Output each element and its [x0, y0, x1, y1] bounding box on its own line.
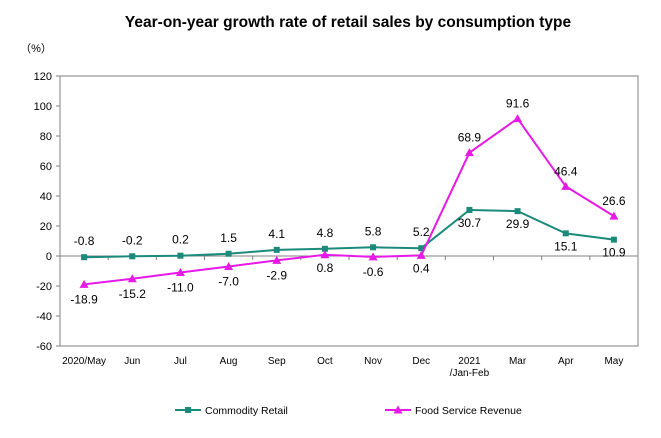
y-tick-label: 0: [46, 251, 52, 263]
data-point: [320, 250, 330, 259]
y-tick-label: 80: [40, 131, 52, 143]
x-tick-label: 2020/May: [62, 356, 106, 367]
x-tick-label-line: Mar: [509, 356, 527, 367]
data-point: [464, 148, 474, 157]
data-point: [272, 255, 282, 264]
data-label: 30.7: [458, 216, 482, 230]
y-tick-label: -60: [36, 341, 52, 353]
x-tick-label: May: [604, 356, 623, 367]
x-tick-label-line: Aug: [220, 356, 238, 367]
legend-marker: [393, 405, 403, 414]
data-point: [225, 250, 232, 257]
data-label: -18.9: [70, 292, 98, 306]
data-point: [127, 274, 137, 283]
x-tick-label: Sep: [268, 356, 286, 367]
data-point: [466, 206, 473, 213]
legend-label: Food Service Revenue: [415, 405, 522, 417]
y-tick-label: 40: [40, 191, 52, 203]
x-tick-label: Nov: [364, 356, 382, 367]
x-tick-label: 2021/Jan-Feb: [450, 356, 490, 379]
data-label: 0.8: [317, 261, 334, 275]
data-point: [175, 268, 185, 276]
x-tick-label-line: Sep: [268, 356, 286, 367]
x-tick-label-line: Dec: [412, 356, 430, 367]
data-point: [79, 279, 89, 288]
x-tick-label: Apr: [558, 356, 574, 367]
y-tick-label: 120: [34, 71, 52, 83]
x-tick-label-line: Apr: [558, 356, 574, 367]
x-tick-label: Dec: [412, 356, 430, 367]
data-label: 91.6: [506, 97, 530, 111]
x-tick-label: Aug: [220, 356, 238, 367]
data-label: 5.8: [365, 224, 382, 238]
data-point: [273, 246, 280, 253]
plot-area: -60 -40 -20 0 20 40 60 80 100 120 2020/May Jun Jul Au…: [34, 71, 639, 379]
data-point: [418, 245, 425, 252]
data-label: 0.2: [172, 233, 189, 247]
legend-label: Commodity Retail: [205, 405, 288, 417]
data-label: 4.8: [317, 226, 334, 240]
data-label: 4.1: [268, 227, 285, 241]
data-point: [610, 236, 617, 243]
data-point: [370, 244, 377, 251]
data-point: [177, 252, 184, 259]
data-label: -11.0: [167, 281, 194, 295]
x-tick-label-line: Oct: [317, 356, 333, 367]
data-point: [81, 254, 88, 261]
data-label: -7.0: [218, 275, 239, 289]
x-tick-label-line: /Jan-Feb: [450, 368, 490, 379]
x-tick-label: Jun: [124, 356, 140, 367]
data-label: 15.1: [554, 239, 578, 253]
x-tick-label: Mar: [509, 356, 527, 367]
data-point: [561, 181, 571, 190]
data-label: -2.9: [266, 268, 287, 282]
series-line: [84, 208, 615, 259]
x-tick-label-line: 2020/May: [62, 356, 106, 367]
data-label: 0.4: [413, 261, 430, 275]
data-point: [416, 250, 426, 259]
data-point: [129, 253, 136, 260]
data-label: 10.9: [602, 246, 626, 260]
y-axis-unit: （%）: [20, 42, 52, 55]
data-point: [513, 114, 523, 123]
y-tick-label: 60: [40, 161, 52, 173]
data-label: -15.2: [119, 287, 147, 301]
legend: Commodity Retail Food Service Revenue: [175, 405, 522, 417]
data-label: -0.8: [74, 234, 95, 248]
data-label: 1.5: [220, 231, 237, 245]
x-tick-label: Jul: [174, 356, 187, 367]
y-tick-label: -40: [36, 311, 52, 323]
y-tick-label: 100: [34, 101, 52, 113]
chart-title: Year-on-year growth rate of retail sales…: [125, 14, 572, 31]
data-label: 29.9: [506, 217, 530, 231]
series-line: [83, 117, 615, 286]
data-label: 46.4: [554, 164, 578, 178]
x-tick-label: Oct: [317, 356, 333, 367]
data-point: [321, 245, 328, 252]
data-label: -0.6: [363, 265, 384, 279]
data-label: 26.6: [602, 194, 626, 208]
data-point: [609, 211, 619, 220]
plot-frame: [59, 75, 639, 347]
data-label: 5.2: [413, 225, 430, 239]
x-tick-label-line: May: [604, 356, 623, 367]
x-tick-label-line: Jul: [174, 356, 187, 367]
data-point: [368, 252, 378, 261]
x-tick-label-line: Jun: [124, 356, 140, 367]
data-point: [514, 208, 521, 215]
x-tick-label-line: 2021: [458, 356, 481, 367]
data-label: -0.2: [122, 233, 143, 247]
y-tick-label: -20: [36, 281, 52, 293]
data-point: [562, 230, 569, 237]
x-tick-label-line: Nov: [364, 356, 382, 367]
legend-marker: [185, 407, 191, 413]
y-tick-label: 20: [40, 221, 52, 233]
data-point: [224, 262, 234, 270]
data-label: 68.9: [458, 131, 482, 145]
